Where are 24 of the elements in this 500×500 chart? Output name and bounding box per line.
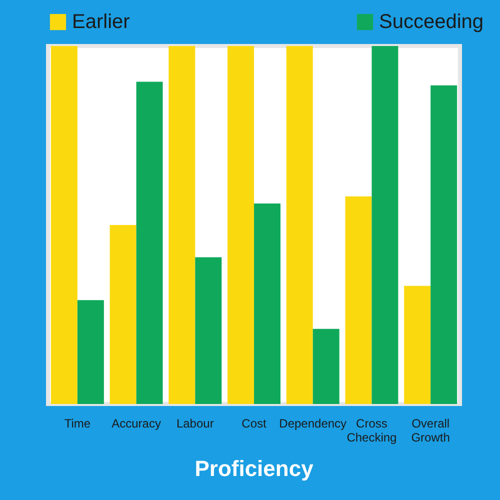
- bar: [195, 257, 222, 404]
- x-tick-label: Labour: [176, 416, 214, 430]
- bar: [372, 46, 398, 404]
- bar: [136, 82, 163, 404]
- bar: [110, 225, 136, 404]
- bar: [228, 46, 254, 404]
- bar: [168, 46, 196, 404]
- bar: [286, 46, 313, 404]
- bar: [50, 46, 78, 404]
- x-tick-label: Accuracy: [112, 416, 161, 430]
- bar: [345, 196, 372, 404]
- text: Proficiency: [194, 456, 314, 481]
- bar: [254, 204, 280, 404]
- bar: [312, 328, 340, 404]
- legend-label: Earlier: [72, 11, 130, 33]
- x-tick-label: Overall Growth: [411, 416, 450, 444]
- x-tick-label: Cross Checking: [346, 416, 397, 444]
- x-tick-label: Time: [64, 416, 91, 430]
- x-tick-label: Dependency: [279, 416, 347, 430]
- bar: [430, 85, 458, 404]
- bar: [77, 300, 104, 404]
- x-tick-label: Cost: [242, 416, 267, 430]
- bar: [404, 286, 431, 404]
- legend-label: Succeeding: [379, 11, 484, 33]
